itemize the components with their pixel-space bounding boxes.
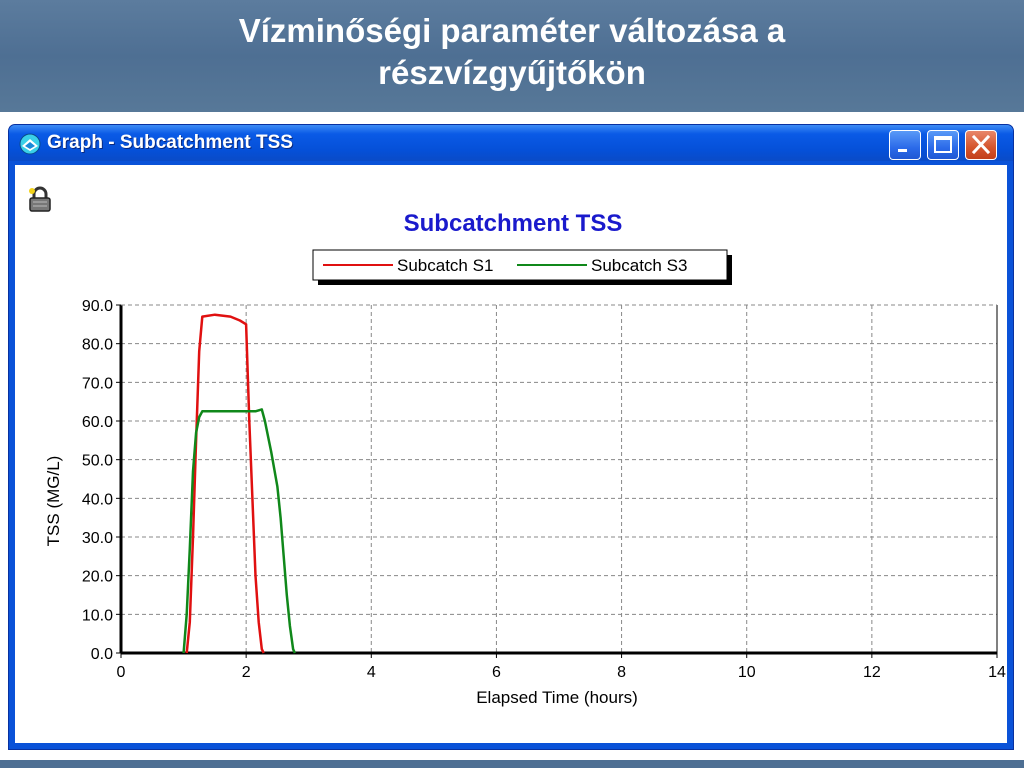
minimize-icon — [898, 149, 907, 152]
x-tick-label: 4 — [367, 664, 376, 681]
slide-bottom-bar — [0, 760, 1024, 768]
slide-title-line-1: Vízminőségi paraméter változása a — [238, 12, 786, 49]
minimize-button[interactable] — [889, 130, 921, 160]
x-tick-label: 6 — [492, 664, 501, 681]
series-line-s3 — [182, 408, 297, 654]
y-axis-ticks: 0.0 10.0 20.0 30.0 40.0 50.0 60.0 70.0 80.0 90.0 — [82, 298, 121, 663]
x-tick-label: 0 — [117, 664, 126, 681]
window-title: Graph - Subcatchment TSS — [47, 132, 293, 153]
maximize-button[interactable] — [927, 130, 959, 160]
close-icon — [971, 134, 991, 155]
x-tick-label: 8 — [617, 664, 626, 681]
slide-header — [0, 0, 1024, 112]
x-tick-label: 10 — [738, 664, 756, 681]
graph-window: Graph - Subcatchment TSS Su — [8, 124, 1014, 750]
maximize-icon — [934, 136, 952, 153]
y-tick-label: 60.0 — [82, 414, 113, 431]
x-tick-label: 2 — [242, 664, 251, 681]
legend-label-s3: Subcatch S3 — [591, 256, 687, 275]
chart-series — [182, 313, 297, 654]
x-axis-label: Elapsed Time (hours) — [476, 688, 638, 707]
x-tick-label: 12 — [863, 664, 881, 681]
lock-icon[interactable] — [27, 185, 53, 213]
graph-client-area: Subcatchment TSS Subcatch S1 Subcatch S3… — [15, 165, 1007, 743]
y-tick-label: 10.0 — [82, 607, 113, 624]
y-tick-label: 0.0 — [91, 646, 113, 663]
slide-title: Vízminőségi paraméter változása a részví… — [0, 10, 1024, 94]
y-axis-label: TSS (MG/L) — [44, 456, 63, 547]
y-tick-label: 80.0 — [82, 337, 113, 354]
series-line-s1 — [185, 313, 265, 654]
y-tick-label: 70.0 — [82, 375, 113, 392]
x-tick-label: 14 — [988, 664, 1006, 681]
slide-title-line-2: részvízgyűjtőkön — [378, 54, 646, 91]
chart-title: Subcatchment TSS — [404, 210, 623, 237]
close-button[interactable] — [965, 130, 997, 160]
y-tick-label: 20.0 — [82, 569, 113, 586]
x-axis-ticks: 0 2 4 6 8 10 12 14 — [117, 653, 1006, 681]
y-tick-label: 90.0 — [82, 298, 113, 315]
tss-chart: Subcatchment TSS Subcatch S1 Subcatch S3… — [44, 210, 1006, 707]
legend-label-s1: Subcatch S1 — [397, 256, 493, 275]
y-tick-label: 30.0 — [82, 530, 113, 547]
legend: Subcatch S1 Subcatch S3 — [312, 249, 732, 285]
y-tick-label: 50.0 — [82, 453, 113, 470]
y-tick-label: 40.0 — [82, 491, 113, 508]
window-titlebar[interactable]: Graph - Subcatchment TSS — [9, 125, 1013, 161]
app-icon — [19, 133, 41, 155]
